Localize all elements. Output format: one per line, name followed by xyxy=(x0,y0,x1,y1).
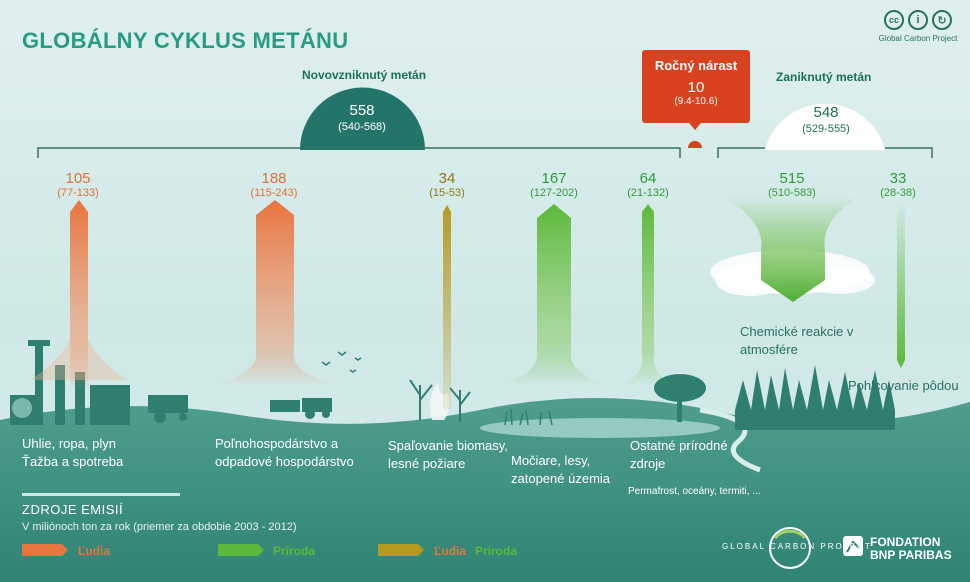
sa-icon: ↻ xyxy=(932,10,952,30)
legend-title: ZDROJE EMISIÍ xyxy=(22,502,124,517)
source-caption: Ťažba a spotreba xyxy=(22,454,124,469)
bnp-logo-line2: BNP PARIBAS xyxy=(870,548,952,562)
source-range: (21-132) xyxy=(627,187,669,199)
sink-caption: Chemické reakcie v xyxy=(740,324,854,339)
source-caption: Spaľovanie biomasy, xyxy=(388,438,508,453)
legend-both-human-label: Ľudia xyxy=(434,544,466,558)
annual-increase-label: Ročný nárast xyxy=(654,58,738,73)
source-caption: Močiare, lesy, xyxy=(511,453,591,468)
sink-arrow-atmosphere xyxy=(720,196,860,302)
page-title: GLOBÁLNY CYKLUS METÁNU xyxy=(22,28,349,53)
source-range: (115-243) xyxy=(250,187,298,199)
sink-arrow-soil xyxy=(897,200,905,368)
source-arrow-agri xyxy=(210,200,340,385)
by-icon: i xyxy=(908,10,928,30)
source-arrow-wetlands xyxy=(498,204,610,385)
gcp-label: Global Carbon Project xyxy=(878,34,958,43)
source-arrow-biomass xyxy=(443,205,451,410)
legend-human-swatch xyxy=(22,544,68,556)
legend-subtitle: V miliónoch ton za rok (priemer za obdob… xyxy=(22,521,297,533)
lost-methane-value: 548 xyxy=(813,104,839,121)
source-range: (77-133) xyxy=(57,187,99,199)
gcp-logo-text: GLOBAL CARBON PROJECT xyxy=(722,542,872,551)
sink-range: (28-38) xyxy=(880,187,916,199)
sink-range: (510-583) xyxy=(768,187,816,199)
source-caption: zatopené územia xyxy=(511,471,611,486)
source-caption: Poľnohospodárstvo a xyxy=(215,436,339,451)
source-caption: zdroje xyxy=(630,456,666,471)
lost-methane-range: (529-555) xyxy=(802,123,850,135)
legend-both-swatch xyxy=(378,544,424,556)
legend-human-label: Ľudia xyxy=(78,544,110,558)
new-methane-label: Novovzniknutý metán xyxy=(302,68,427,82)
source-caption: Uhlie, ropa, plyn xyxy=(22,436,116,451)
source-value: 34 xyxy=(438,170,456,187)
new-methane-value: 558 xyxy=(349,102,375,119)
sink-value: 515 xyxy=(779,170,805,187)
cc-icon: cc xyxy=(884,10,904,30)
source-note: Permafrost, oceány, termiti, ... xyxy=(628,486,761,497)
license-logos: cc i ↻ Global Carbon Project xyxy=(878,10,958,43)
lost-methane-dome xyxy=(765,103,885,150)
legend-nature-label: Príroda xyxy=(273,544,316,558)
lost-methane-label: Zaniknutý metán xyxy=(776,70,872,84)
sink-value: 33 xyxy=(889,170,907,187)
source-value: 64 xyxy=(639,170,657,187)
annual-increase-box: Ročný nárast 10 (9.4-10.6) xyxy=(642,50,750,123)
bnp-logo-line1: FONDATION xyxy=(870,535,941,549)
legend-nature-swatch xyxy=(218,544,264,556)
source-arrow-coal xyxy=(70,200,88,390)
source-range: (15-53) xyxy=(429,187,465,199)
annual-increase-pointer xyxy=(689,123,701,130)
source-caption: odpadové hospodárstvo xyxy=(215,454,354,469)
source-arrow-other xyxy=(616,204,680,386)
new-methane-range: (540-568) xyxy=(338,121,386,133)
source-value: 167 xyxy=(541,170,567,187)
sink-caption: Pohlcovanie pôdou xyxy=(848,378,959,393)
source-value: 188 xyxy=(261,170,287,187)
source-caption: lesné požiare xyxy=(388,456,466,471)
new-methane-dome xyxy=(300,87,425,150)
source-value: 105 xyxy=(65,170,91,187)
annual-increase-value: 10 xyxy=(687,79,705,96)
source-range: (127-202) xyxy=(530,187,578,199)
sink-caption: atmosfére xyxy=(740,342,798,357)
legend-both-nature-label: Príroda xyxy=(475,544,518,558)
source-caption: Ostatné prírodné xyxy=(630,438,728,453)
annual-increase-range: (9.4-10.6) xyxy=(674,96,718,107)
